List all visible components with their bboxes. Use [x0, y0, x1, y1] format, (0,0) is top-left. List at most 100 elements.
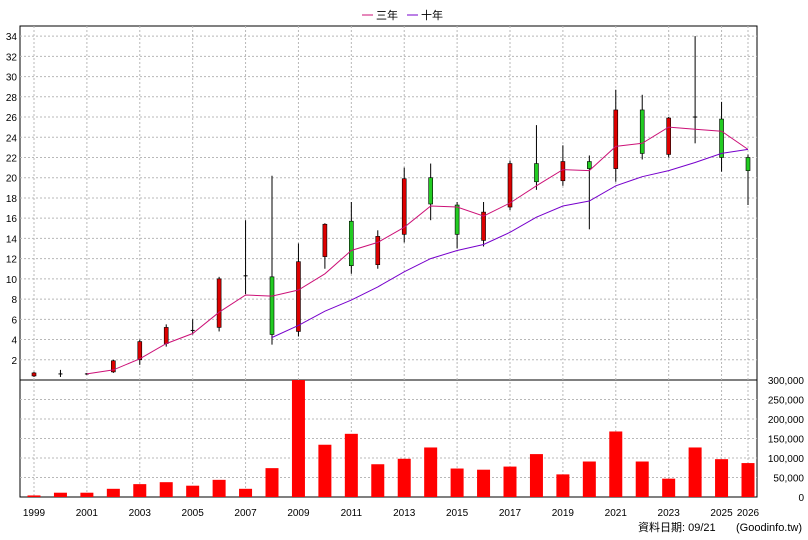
- ma3-line: [86, 126, 749, 375]
- price-tick-label: 2: [11, 356, 17, 367]
- volume-bar: [186, 485, 200, 497]
- volume-bar: [556, 474, 570, 497]
- candle-body-up: [401, 178, 407, 235]
- legend-ma3-label: 三年: [376, 8, 398, 22]
- price-tick-label: 14: [6, 234, 18, 245]
- candle-body-down: [745, 157, 751, 171]
- volume-axis-ticks: 0 50,000 100,000 150,000 200,000 250,000 300,0…: [768, 376, 805, 504]
- volume-bar: [424, 447, 438, 497]
- volume-bar: [133, 484, 147, 497]
- candle-body-down: [719, 118, 724, 158]
- x-tick-label: 2005: [182, 508, 205, 519]
- candle-body-up: [163, 327, 169, 344]
- price-tick-label: 34: [6, 32, 18, 43]
- grid: [20, 26, 757, 497]
- x-tick-label: 2021: [605, 508, 628, 519]
- volume-bar: [318, 444, 332, 497]
- volume-tick-label: 100,000: [768, 454, 805, 465]
- volume-bar: [53, 492, 67, 497]
- candle-body-down: [639, 109, 645, 154]
- volume-bar: [477, 469, 491, 497]
- x-tick-label: 2007: [234, 508, 257, 519]
- x-tick-label: 2025: [710, 508, 733, 519]
- volume-tick-label: 250,000: [768, 396, 805, 407]
- volume-tick-label: 200,000: [768, 415, 805, 426]
- volume-bar: [741, 463, 755, 497]
- volume-bar: [529, 454, 543, 497]
- volume-bar: [159, 482, 173, 497]
- x-tick-label: 2023: [658, 508, 681, 519]
- candle-body-down: [534, 163, 539, 183]
- candle-body-down: [349, 220, 354, 267]
- candle-body-up: [216, 278, 222, 328]
- candle-body-up: [111, 360, 116, 373]
- volume-bar: [582, 461, 596, 497]
- volume-bar: [265, 468, 279, 497]
- candle-body-up: [613, 109, 619, 169]
- candle-body-up: [322, 223, 328, 257]
- candle-body-up: [481, 211, 486, 241]
- volume-bar: [397, 458, 411, 497]
- volume-bar: [80, 492, 94, 497]
- price-tick-label: 6: [11, 315, 17, 326]
- price-tick-label: 10: [6, 275, 18, 286]
- x-tick-label: 2017: [499, 508, 522, 519]
- x-tick-label: 2019: [552, 508, 575, 519]
- volume-bar: [344, 433, 358, 497]
- price-tick-label: 12: [6, 255, 18, 266]
- price-tick-label: 4: [11, 336, 17, 347]
- price-tick-label: 32: [6, 52, 18, 63]
- volume-tick-label: 50,000: [773, 474, 804, 485]
- candle-body-down: [269, 276, 275, 335]
- volume-bar: [212, 479, 226, 497]
- source-label: (Goodinfo.tw): [736, 522, 802, 534]
- volume-bar: [662, 478, 676, 497]
- candle-body-up: [296, 261, 301, 332]
- candle-body-up: [31, 372, 37, 377]
- candle-body-up: [560, 161, 566, 182]
- price-tick-label: 30: [6, 73, 18, 84]
- candle-body-up: [507, 163, 513, 208]
- price-tick-label: 16: [6, 214, 18, 225]
- candlesticks: [31, 36, 751, 377]
- moving-average-lines: [86, 126, 749, 375]
- candle-body-down: [587, 161, 592, 169]
- volume-bar: [635, 461, 649, 497]
- x-tick-label: 2013: [393, 508, 416, 519]
- x-axis-ticks: 1999 2001 2003 2005 2007 2009 2011 2013 2015 2017…: [23, 508, 760, 519]
- volume-tick-label: 0: [798, 493, 804, 504]
- x-tick-label: 1999: [23, 508, 46, 519]
- legend: 三年 十年: [362, 8, 443, 22]
- candle-body-down: [454, 204, 460, 235]
- price-tick-label: 18: [6, 194, 18, 205]
- price-tick-label: 22: [6, 153, 18, 164]
- price-tick-label: 20: [6, 174, 18, 185]
- volume-tick-label: 150,000: [768, 435, 805, 446]
- x-tick-label: 2015: [446, 508, 469, 519]
- volume-bar: [291, 380, 305, 497]
- price-plot-frame: [19, 25, 758, 381]
- volume-bar: [450, 468, 464, 497]
- ma10-line: [271, 148, 749, 338]
- legend-ma10-label: 十年: [421, 8, 443, 22]
- volume-bar: [715, 459, 729, 497]
- volume-tick-label: 300,000: [768, 376, 805, 387]
- volume-bar: [503, 466, 517, 497]
- candle-body-up: [666, 117, 671, 155]
- data-date-label: 資料日期: 09/21: [638, 520, 716, 534]
- x-tick-label: 2011: [341, 508, 363, 519]
- x-tick-label: 2026: [737, 508, 760, 519]
- candle-body-up: [375, 236, 381, 265]
- volume-bars: [27, 380, 755, 497]
- volume-bar: [609, 431, 623, 497]
- volume-bar: [27, 495, 41, 497]
- x-tick-label: 2003: [129, 508, 152, 519]
- candle-body-up: [137, 341, 143, 361]
- x-tick-label: 2001: [76, 508, 99, 519]
- candle-body-down: [428, 177, 433, 205]
- volume-bar: [371, 464, 385, 497]
- price-tick-label: 26: [6, 113, 18, 124]
- volume-bar: [239, 488, 253, 497]
